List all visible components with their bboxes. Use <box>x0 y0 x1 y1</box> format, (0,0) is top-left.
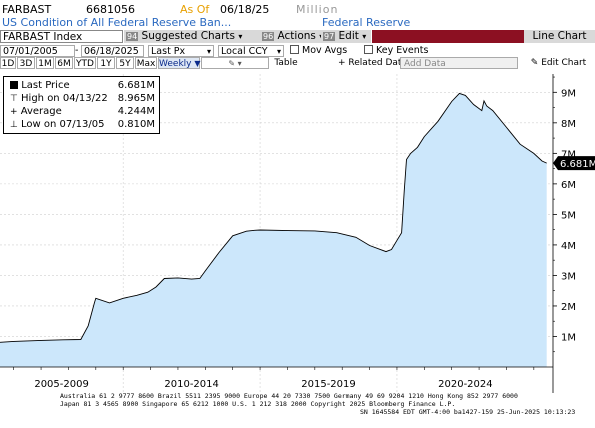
ticker-value: 6681056 <box>86 3 135 16</box>
legend-high-value: 8.965M <box>117 93 155 104</box>
x-tick-label: 2005-2009 <box>34 379 89 390</box>
price-chart[interactable]: 1M 2M 3M 4M 5M 6M 7M 8M 9M 2005-2009 2010-2014 201… <box>0 69 595 399</box>
x-tick-label: 2010-2014 <box>164 379 219 390</box>
footer-line-2: Japan 81 3 4565 8900 Singapore 65 6212 1… <box>60 400 456 408</box>
low-marker-icon: ⊥ <box>10 120 18 130</box>
frequency-select[interactable]: Weekly ▼ <box>158 57 201 69</box>
pencil-icon: ✎ <box>530 58 539 68</box>
y-axis: 1M 2M 3M 4M 5M 6M 7M 8M 9M <box>0 74 576 393</box>
legend-square-icon <box>10 81 18 89</box>
legend-average-value: 4.244M <box>117 106 155 117</box>
dropdown-arrow-icon: ▾ <box>238 32 243 41</box>
plus-icon: + <box>338 58 346 68</box>
average-marker-icon: + <box>10 107 18 117</box>
dropdown-arrow-icon: ▾ <box>276 47 281 56</box>
description-row: US Condition of All Federal Reserve Ban.… <box>0 16 595 29</box>
period-1m[interactable]: 1M <box>36 57 54 69</box>
end-date-field[interactable]: 06/18/2025 <box>81 45 144 57</box>
legend-low-value: 0.810M <box>117 119 155 130</box>
legend-last-value: 6.681M <box>117 80 155 91</box>
y-tick-label: 3M <box>561 271 576 282</box>
security-description: US Condition of All Federal Reserve Ban.… <box>2 16 232 29</box>
asof-label: As Of <box>180 3 210 16</box>
actions-button[interactable]: 96 Actions ▾ <box>260 30 323 43</box>
y-tick-label: 7M <box>561 149 576 160</box>
pencil-icon[interactable]: ✎ ▾ <box>228 59 242 68</box>
checkbox-icon[interactable] <box>290 45 299 54</box>
legend-low: ⊥ Low on 07/13/05 <box>10 119 105 130</box>
price-line <box>0 92 547 343</box>
dropdown-arrow-icon: ▾ <box>206 47 211 56</box>
high-marker-icon: ⊤ <box>10 94 18 104</box>
mov-avgs-toggle[interactable]: Mov Avgs <box>288 45 358 57</box>
period-1y[interactable]: 1Y <box>97 57 115 69</box>
y-tick-label: 9M <box>561 88 576 99</box>
last-value-tag-bg <box>553 156 595 171</box>
last-value-text: 6.681M <box>560 159 595 170</box>
last-value-tag: 6.681M <box>553 156 595 171</box>
legend-high: ⊤ High on 04/13/22 <box>10 93 108 104</box>
price-area <box>0 93 547 368</box>
drawing-tools[interactable]: ✎ ▾ <box>201 57 269 69</box>
x-tick-label: 2015-2019 <box>301 379 356 390</box>
table-button[interactable]: Table <box>270 57 302 69</box>
y-tick-label: 2M <box>561 302 576 313</box>
period-6m[interactable]: 6M <box>55 57 73 69</box>
field-select[interactable]: Last Px ▾ <box>148 45 214 57</box>
start-date-field[interactable]: 07/01/2005 <box>0 45 75 57</box>
footer-line-1: Australia 61 2 9777 8600 Brazil 5511 239… <box>60 392 518 400</box>
x-tick-label: 2020-2024 <box>438 379 493 390</box>
ticker-symbol: FARBAST <box>2 3 52 16</box>
asof-date: 06/18/25 <box>220 3 270 16</box>
y-tick-label: 5M <box>561 210 576 221</box>
chart-legend: Last Price 6.681M ⊤ High on 04/13/22 8.9… <box>3 76 160 134</box>
x-axis: 2005-2009 2010-2014 2015-2019 2020-2024 <box>13 367 535 390</box>
y-tick-label: 1M <box>561 332 576 343</box>
checkbox-icon[interactable] <box>364 45 373 54</box>
suggested-charts-button[interactable]: 94 Suggested Charts ▾ <box>124 30 261 43</box>
footer-line-3: SN 1645584 EDT GMT-4:00 ba1427-159 25-Ju… <box>360 408 576 416</box>
header-row: FARBAST 6681056 As Of 06/18/25 Million <box>0 0 595 17</box>
period-row: 1D 3D 1M 6M YTD 1Y 5Y Max Weekly ▼ ✎ ▾ T… <box>0 57 595 69</box>
y-tick-label: 4M <box>561 241 576 252</box>
dropdown-arrow-icon: ▼ <box>194 59 201 68</box>
edit-button[interactable]: 97 Edit ▾ <box>321 30 371 43</box>
add-data-field[interactable]: Add Data <box>400 57 518 69</box>
period-5y[interactable]: 5Y <box>116 57 134 69</box>
legend-last: Last Price <box>10 80 70 92</box>
period-ytd[interactable]: YTD <box>74 57 96 69</box>
y-tick-label: 6M <box>561 180 576 191</box>
edit-chart-button[interactable]: ✎ Edit Chart <box>522 57 595 69</box>
period-3d[interactable]: 3D <box>17 57 35 69</box>
chart-title: Line Chart <box>524 30 595 43</box>
data-source: Federal Reserve <box>322 16 411 29</box>
related-data-button[interactable]: + Related Dat <box>338 57 402 69</box>
currency-select[interactable]: Local CCY ▾ <box>218 45 284 57</box>
main-toolbar: FARBAST Index 94 Suggested Charts ▾ 96 A… <box>0 29 595 44</box>
toolbar-red-band <box>372 30 524 43</box>
dropdown-arrow-icon: ▾ <box>362 32 367 41</box>
legend-average: + Average <box>10 106 62 117</box>
period-max[interactable]: Max <box>135 57 157 69</box>
security-field[interactable]: FARBAST Index <box>0 30 123 43</box>
period-1d[interactable]: 1D <box>0 57 16 69</box>
controls-row: 07/01/2005 - 06/18/2025 Last Px ▾ Local … <box>0 45 595 57</box>
key-events-toggle[interactable]: Key Events <box>362 45 437 57</box>
date-separator: - <box>75 45 79 56</box>
y-tick-label: 8M <box>561 119 576 130</box>
units-label: Million <box>296 3 339 16</box>
